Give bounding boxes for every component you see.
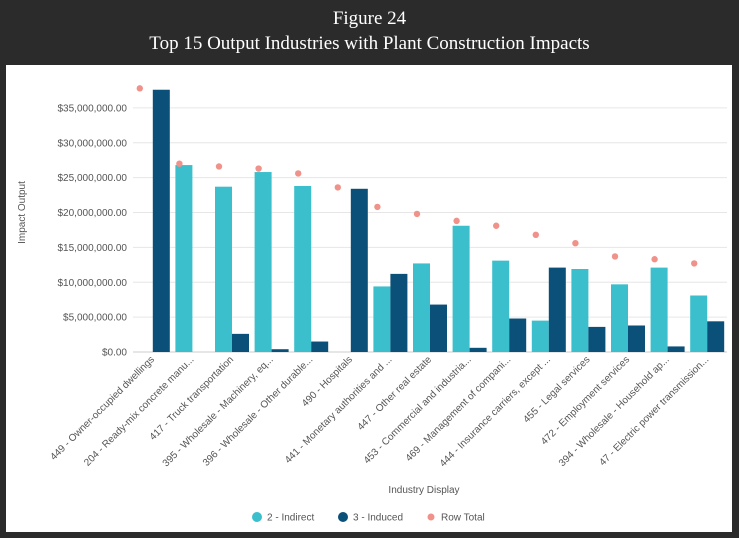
row-total-point[interactable] [176,160,183,167]
y-tick-label: $5,000,000.00 [63,313,127,324]
row-total-point[interactable] [255,165,262,172]
bar-indirect[interactable] [413,263,430,352]
bar-indirect[interactable] [215,186,232,352]
bar-induced[interactable] [548,267,566,352]
x-tick-label: 447 - Other real estate [356,354,435,433]
bar-induced[interactable] [628,325,645,352]
row-total-point[interactable] [651,256,658,263]
bar-induced[interactable] [271,349,289,352]
row-total-point[interactable] [572,239,579,247]
bar-induced[interactable] [152,89,170,353]
bar-induced[interactable] [707,321,725,352]
legend-indirect-label[interactable]: 2 - Indirect [267,513,314,524]
bar-induced[interactable] [311,341,329,352]
row-total-point[interactable] [453,217,460,225]
bar-induced[interactable] [350,188,368,352]
figure-title: Top 15 Output Industries with Plant Cons… [149,33,590,54]
row-total-point[interactable] [136,85,143,92]
bar-indirect[interactable] [294,185,312,352]
row-total-point[interactable] [295,170,302,177]
row-total-point[interactable] [334,184,341,191]
figure-label: Figure 24 [332,8,407,29]
legend-row-total-marker[interactable] [427,513,435,521]
x-tick-label: 455 - Legal services [521,354,592,425]
bar-indirect[interactable] [531,320,549,352]
x-axis-label: Industry Display [388,485,459,496]
bar-induced[interactable] [469,347,487,352]
bar-indirect[interactable] [492,260,510,352]
bar-indirect[interactable] [571,268,589,352]
bar-induced[interactable] [390,273,408,352]
bar-indirect[interactable] [373,286,391,352]
row-total-point[interactable] [374,203,381,211]
legend-indirect-marker[interactable] [252,512,262,522]
y-tick-label: $0.00 [102,348,127,359]
y-tick-label: $30,000,000.00 [57,138,127,149]
chart-panel: $0.00 $5,000,000.00 $10,000,000.00 $15,000,… [6,65,732,532]
legend-row-total-label[interactable]: Row Total [441,513,485,524]
row-total-point[interactable] [532,231,539,239]
bar-induced[interactable] [430,304,447,352]
bar-induced[interactable] [232,333,249,352]
chart-svg: $0.00 $5,000,000.00 $10,000,000.00 $15,000,… [17,85,727,524]
row-total-point[interactable] [413,210,421,218]
row-total-point[interactable] [691,260,698,267]
bar-induced[interactable] [588,326,606,352]
bar-indirect[interactable] [254,172,272,352]
row-total-point[interactable] [611,253,619,260]
bar-induced[interactable] [667,346,685,352]
bar-induced[interactable] [509,318,527,352]
y-axis-label: Impact Output [17,181,28,244]
bar-indirect[interactable] [452,225,470,352]
bar-indirect[interactable] [690,295,708,352]
row-total-point[interactable] [493,222,500,229]
y-tick-label: $25,000,000.00 [57,173,127,184]
bar-indirect[interactable] [175,165,193,352]
y-tick-label: $20,000,000.00 [57,208,127,219]
bar-indirect[interactable] [611,284,628,352]
y-tick-label: $10,000,000.00 [57,278,127,289]
y-tick-label: $15,000,000.00 [57,243,127,254]
row-total-point[interactable] [215,163,223,170]
legend-induced-marker[interactable] [338,512,348,522]
legend-induced-label[interactable]: 3 - Induced [353,513,403,524]
y-tick-label: $35,000,000.00 [57,103,127,114]
bar-indirect[interactable] [650,267,668,352]
